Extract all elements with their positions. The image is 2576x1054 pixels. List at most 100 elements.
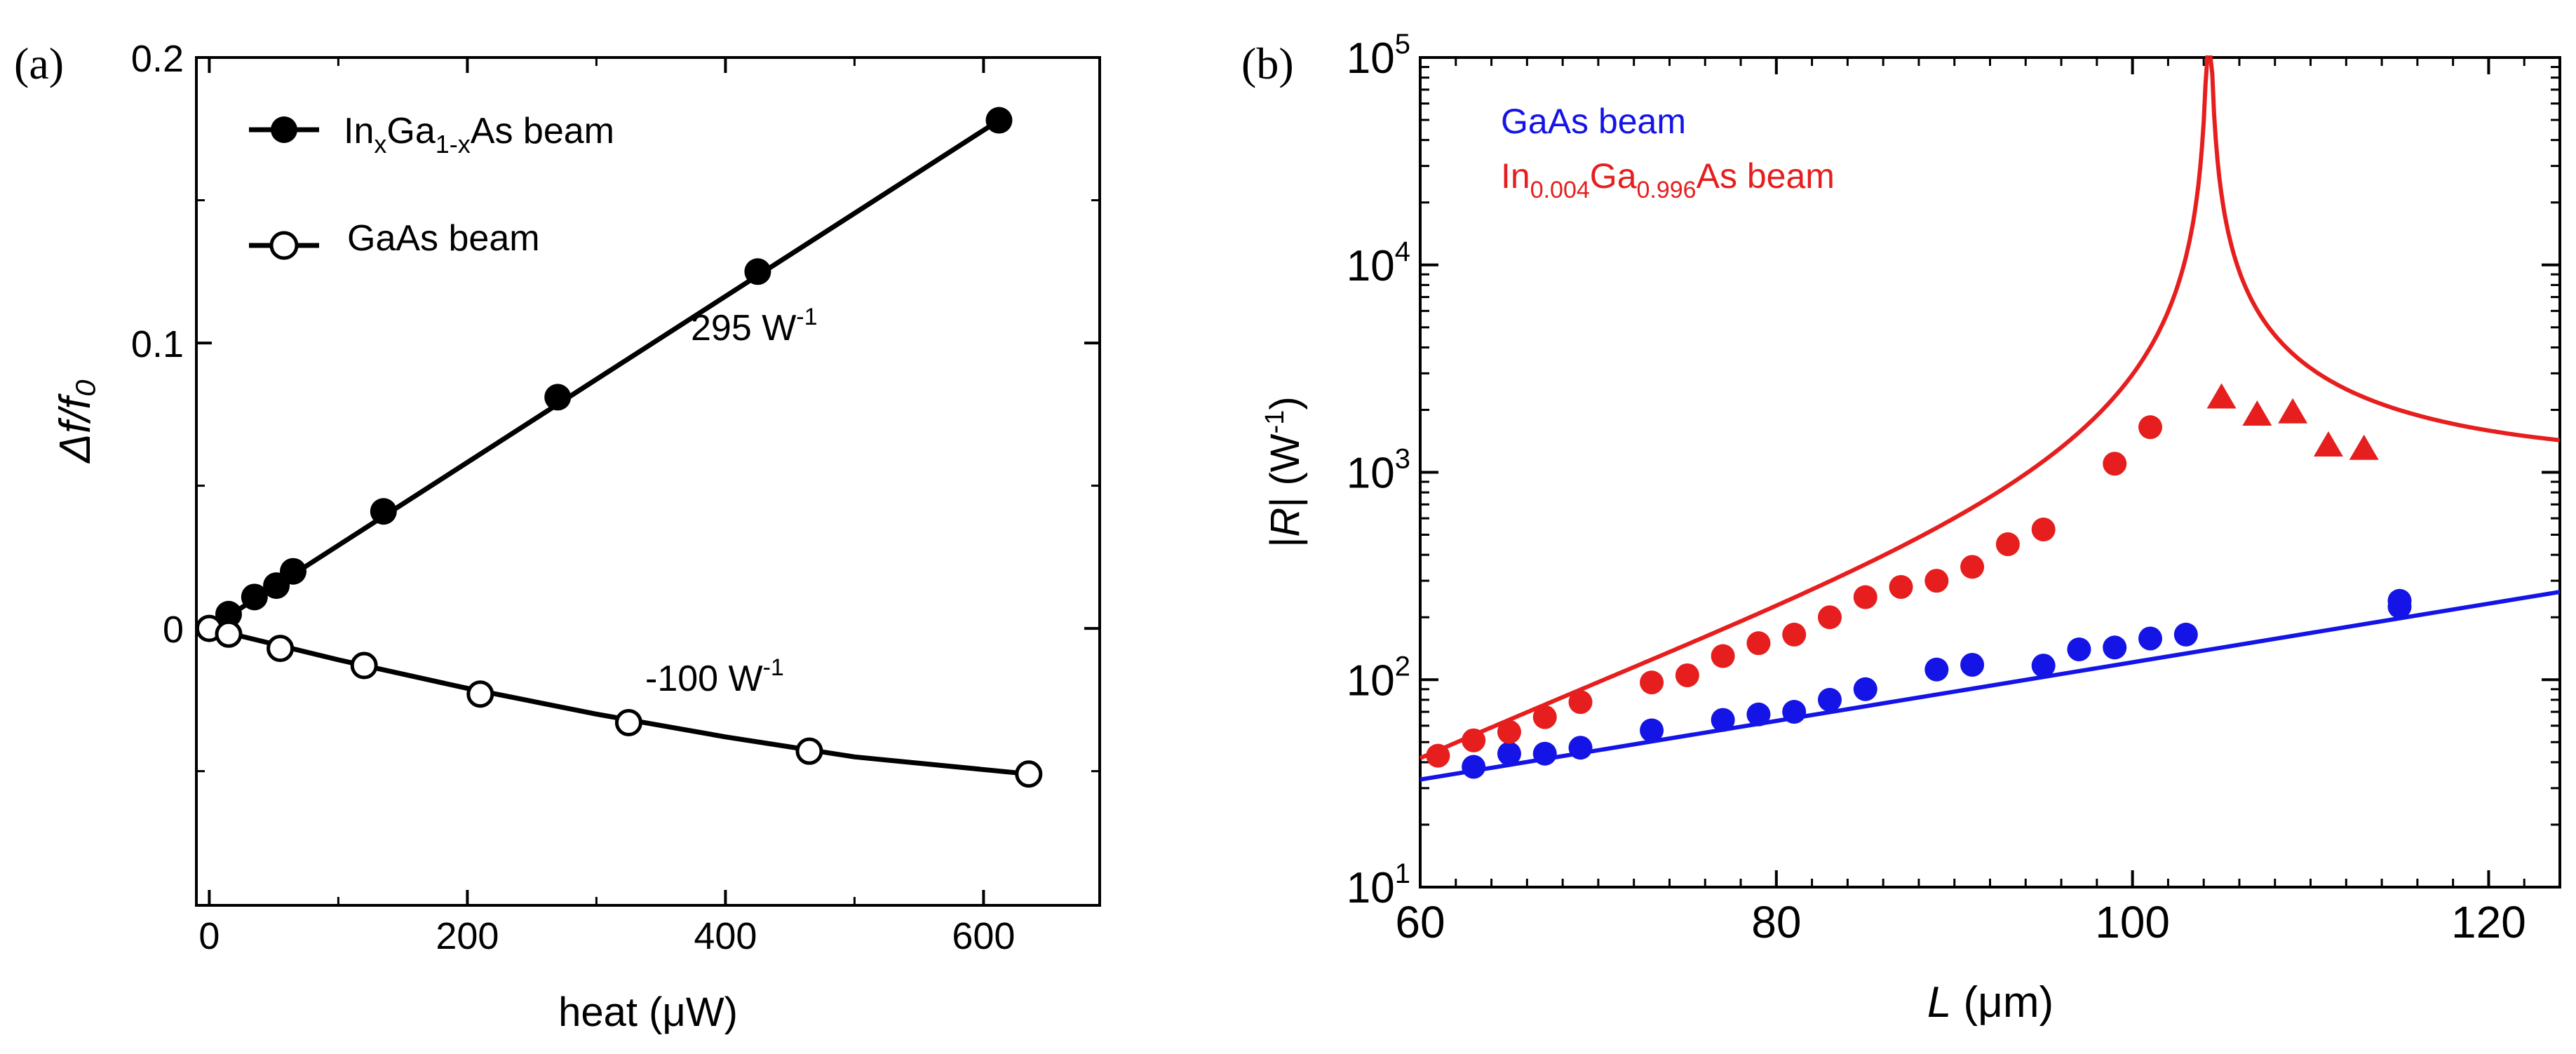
data-point-ingaas <box>1782 622 1807 647</box>
y-tick-label: 105 <box>1347 29 1410 83</box>
panel-a-lines <box>208 118 1030 777</box>
data-point-gaas <box>795 737 823 765</box>
y-tick-label: 103 <box>1347 444 1410 498</box>
data-point-ingaas <box>1960 555 1985 579</box>
x-tick-label: 120 <box>2451 897 2526 947</box>
y-tick-label: 104 <box>1347 236 1410 290</box>
data-point-gaas <box>1817 687 1842 712</box>
panel-b-tick-labels: 60 80 100 120 101 102 103 104 105 <box>1347 29 2526 947</box>
data-point-gaas <box>1782 700 1807 724</box>
y-tick-label: 0 <box>163 609 184 651</box>
legend-marker-filled <box>271 116 297 143</box>
annotation-slope-gaas: -100 W-1 <box>645 654 784 699</box>
data-point-gaas <box>1711 708 1735 732</box>
panel-b-label: (b) <box>1241 39 1294 88</box>
legend-entry-ingaas: InxGa1-xAs beam <box>249 111 614 158</box>
panel-a: (a) 0 200 400 600 0 0.1 0.2 InxGa1-xAs beam Ga… <box>14 38 1101 1035</box>
legend-entry-gaas: GaAs beam <box>249 218 540 260</box>
data-point-ingaas <box>280 558 306 585</box>
data-point-ingaas <box>1746 631 1771 656</box>
data-point-ingaas <box>985 107 1013 134</box>
data-point-gaas <box>466 680 494 708</box>
x-tick-label: 80 <box>1751 897 1801 947</box>
legend-marker-open <box>269 231 299 260</box>
data-point-gaas <box>1462 755 1486 779</box>
panel-a-legend: InxGa1-xAs beam GaAs beam <box>249 111 614 260</box>
panel-a-plot-frame <box>195 56 1101 907</box>
panel-a-y-axis-label: Δf/f₀ <box>51 379 100 464</box>
panel-a-markers <box>195 107 1043 788</box>
data-point-ingaas <box>1995 532 2020 557</box>
data-point-gaas <box>1568 736 1593 760</box>
data-point-ingaas <box>2031 518 2056 542</box>
data-point-ingaas-triangle <box>2242 400 2272 426</box>
fit-line-ingaas <box>208 118 1001 631</box>
data-point-ingaas <box>544 384 572 411</box>
data-point-gaas <box>215 620 243 648</box>
y-tick-label: 0.2 <box>131 38 184 80</box>
data-point-ingaas <box>1853 585 1877 609</box>
fit-curve-ingaas-left <box>1419 55 2210 760</box>
data-point-gaas <box>2103 635 2127 660</box>
y-tick-label: 102 <box>1347 651 1410 705</box>
fit-curve-ingaas-right <box>2208 55 2560 442</box>
panel-b: (b) 60 80 100 120 101 102 103 104 105 GaAs beam … <box>1241 29 2561 1027</box>
data-point-gaas <box>1746 702 1771 727</box>
data-point-gaas <box>2031 654 2056 678</box>
panel-b-x-axis-label: L (μm) <box>1927 978 2054 1027</box>
legend-label-ingaas: InxGa1-xAs beam <box>344 111 614 158</box>
data-point-ingaas <box>370 498 397 525</box>
data-point-ingaas <box>1817 605 1842 630</box>
x-tick-label: 200 <box>436 915 499 957</box>
x-tick-label: 60 <box>1395 897 1445 947</box>
data-point-gaas <box>2138 626 2163 651</box>
data-point-ingaas <box>1675 663 1699 687</box>
data-point-gaas <box>2387 588 2412 613</box>
legend-label-ingaas-b: In0.004Ga0.996As beam <box>1501 156 1835 203</box>
data-point-ingaas <box>1568 690 1593 715</box>
data-point-ingaas <box>2103 452 2127 476</box>
data-point-ingaas <box>1640 670 1664 695</box>
data-point-gaas <box>1497 741 1521 766</box>
y-tick-label: 101 <box>1347 858 1410 912</box>
data-point-gaas <box>1924 657 1949 682</box>
data-point-ingaas <box>1889 575 1913 600</box>
data-point-ingaas <box>241 583 268 611</box>
data-point-ingaas-triangle <box>2313 431 2343 457</box>
legend-label-gaas: GaAs beam <box>347 218 540 259</box>
data-point-gaas <box>1532 741 1557 766</box>
panel-a-ticks <box>196 56 1100 905</box>
panel-b-legend: GaAs beam In0.004Ga0.996As beam <box>1501 102 1835 203</box>
data-point-gaas <box>1853 677 1877 701</box>
panel-b-y-axis-label: |R| (W-1) <box>1260 396 1308 547</box>
annotation-slope-ingaas: 295 W-1 <box>691 304 818 349</box>
data-point-ingaas <box>215 600 242 628</box>
x-tick-label: 100 <box>2095 897 2170 947</box>
data-point-ingaas <box>2138 415 2163 440</box>
data-point-ingaas-triangle <box>2349 434 2379 460</box>
x-tick-label: 0 <box>198 915 220 957</box>
fit-line-gaas <box>208 626 1030 777</box>
data-point-ingaas-triangle <box>2206 383 2237 409</box>
data-point-ingaas <box>1497 719 1521 744</box>
panel-a-x-axis-label: heat (μW) <box>558 989 738 1035</box>
data-point-gaas <box>2173 622 2198 647</box>
data-point-ingaas <box>1924 569 1949 593</box>
panel-b-markers <box>1426 383 2412 779</box>
data-point-ingaas <box>1426 743 1450 768</box>
data-point-ingaas <box>1532 705 1557 729</box>
data-point-gaas <box>1640 718 1664 743</box>
legend-label-gaas-b: GaAs beam <box>1501 102 1686 141</box>
y-tick-label: 0.1 <box>131 323 184 365</box>
fit-line-gaas <box>1420 590 2561 782</box>
data-point-gaas <box>1015 760 1043 788</box>
data-point-ingaas <box>744 258 771 285</box>
data-point-gaas <box>350 651 378 680</box>
data-point-ingaas <box>1462 728 1486 752</box>
x-tick-label: 400 <box>694 915 757 957</box>
panel-a-tick-labels: 0 200 400 600 0 0.1 0.2 <box>131 38 1016 957</box>
panel-b-lines <box>1419 55 2561 782</box>
data-point-gaas <box>2067 637 2091 662</box>
panel-b-ticks <box>1419 56 2560 889</box>
